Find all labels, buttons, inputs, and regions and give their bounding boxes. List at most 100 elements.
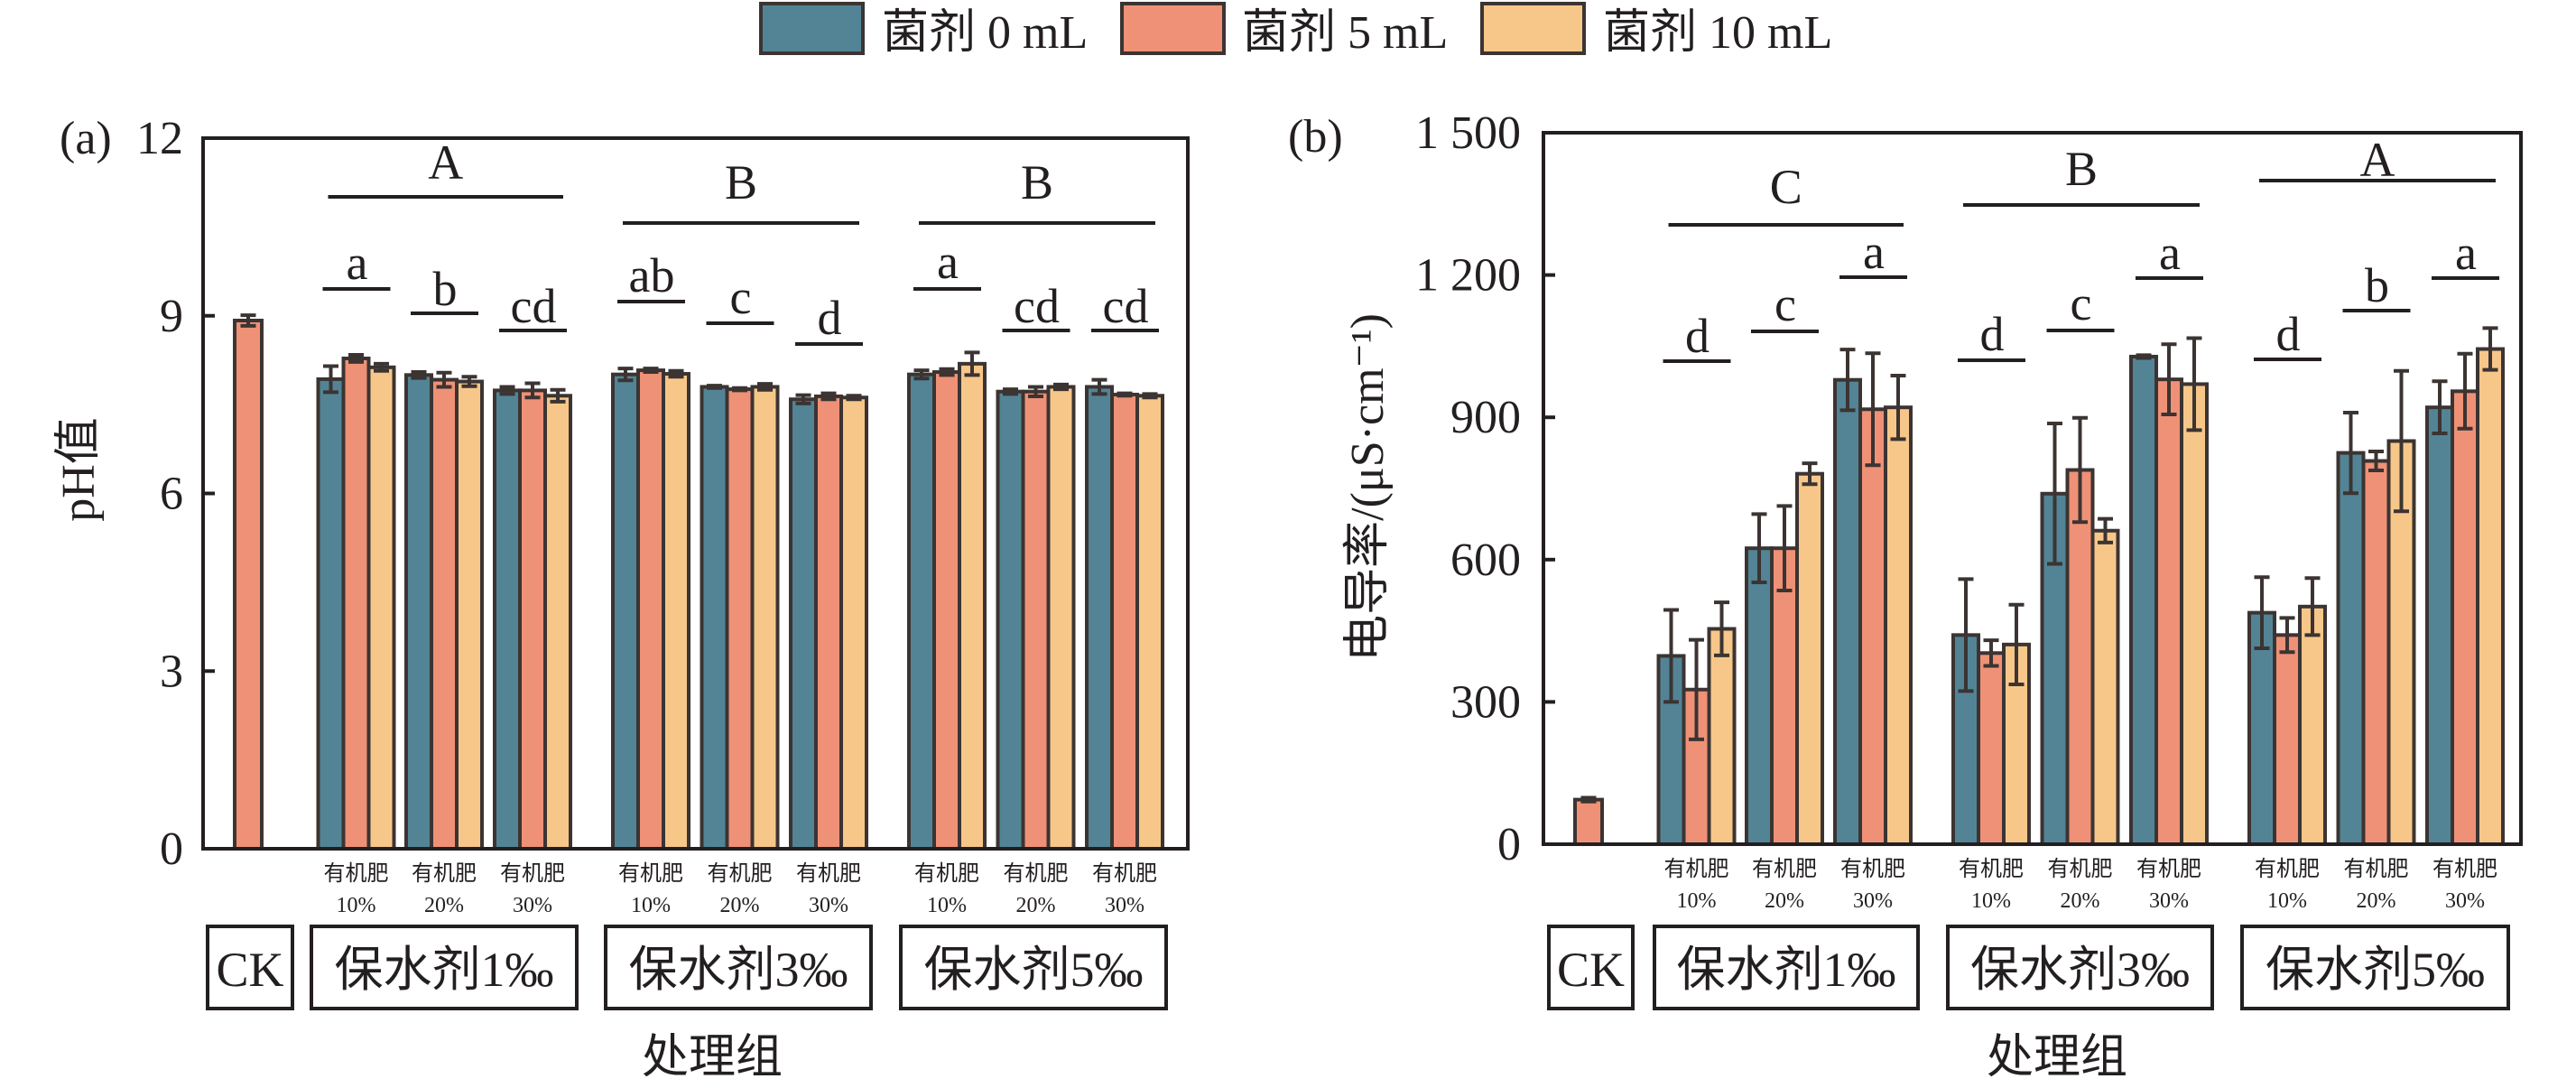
- group-box-frame: [1547, 925, 1635, 1010]
- group-box-label: 保水剂1‰: [335, 943, 554, 997]
- bar-series-1-category-8: [2451, 389, 2479, 846]
- x-tick-label-line1: 有机肥: [2255, 857, 2320, 881]
- error-bar-series-0-category-6: [2254, 575, 2270, 651]
- error-bar-series-1-category-1: [1776, 504, 1793, 592]
- error-bar-series-0-category-5: [2136, 353, 2152, 360]
- x-axis-title: 处理组: [642, 1032, 783, 1083]
- legend-swatch-10ml: [1480, 2, 1586, 55]
- significance-letter: cd: [1014, 279, 1060, 333]
- error-bar-series-2-category-5: [846, 394, 862, 402]
- x-tick-label-line1: 有机肥: [708, 861, 773, 886]
- group-box: CK: [206, 925, 294, 1010]
- error-bar-series-0-category-8: [1091, 377, 1107, 396]
- group-significance-letter: B: [725, 155, 757, 209]
- error-bar-series-1-category-7: [1028, 385, 1043, 398]
- error-bar-series-1-category-6: [2279, 616, 2295, 655]
- bar-series-1-category-3: [1977, 651, 2006, 846]
- error-bar-series-1-category-5: [2161, 342, 2177, 417]
- bar-series-1-category-0: [341, 356, 371, 851]
- bar-series-0-category-7: [2336, 451, 2366, 846]
- error-bar-series-0-category-3: [1958, 577, 1974, 693]
- group-box-frame: [206, 925, 294, 1010]
- bar-series-0-category-5: [789, 397, 818, 851]
- error-bar-series-2-category-6: [2304, 576, 2321, 637]
- error-bar-series-0-category-0: [1663, 608, 1679, 704]
- bar-series-0-category-1: [404, 373, 433, 851]
- group-significance-letter: B: [1021, 155, 1053, 209]
- group-box-label: CK: [216, 943, 283, 997]
- y-tick-label: 900: [1450, 392, 1521, 443]
- error-bar-series-0-category-5: [795, 393, 811, 405]
- bar-series-0-category-3: [611, 372, 640, 851]
- error-bar-series-0-category-6: [913, 368, 930, 381]
- legend-swatch-5ml: [1120, 2, 1226, 55]
- y-tick-label: 1 200: [1415, 250, 1521, 302]
- bar-series-2-category-7: [1046, 385, 1076, 851]
- error-bar-series-0-category-2: [1839, 348, 1856, 413]
- group-box-frame: [1946, 925, 2214, 1010]
- group-box: 保水剂3‰: [604, 925, 873, 1010]
- bar-ck: [1573, 797, 1604, 846]
- group-box-label: 保水剂1‰: [1677, 943, 1896, 997]
- significance-letter: b: [2365, 258, 2389, 312]
- error-bar-series-0-category-8: [2432, 379, 2448, 436]
- x-tick-label-line1: 有机肥: [1092, 861, 1157, 886]
- y-axis-title: pH值: [53, 417, 105, 522]
- bar-series-2-category-1: [1795, 471, 1824, 846]
- bar-series-2-category-4: [750, 385, 780, 851]
- error-bar-series-1-category-3: [1983, 638, 1999, 668]
- significance-letter: c: [2071, 276, 2092, 330]
- error-bar-series-1-category-2: [524, 381, 541, 400]
- bar-series-0-category-6: [907, 372, 936, 851]
- x-tick-label-line2: 30%: [1853, 889, 1893, 913]
- error-bar-series-2-category-3: [668, 368, 684, 379]
- group-significance-letter: A: [428, 135, 463, 190]
- bar-series-0-category-8: [1085, 385, 1114, 851]
- legend-swatch-0ml: [759, 2, 865, 55]
- bar-series-1-category-6: [2273, 633, 2302, 846]
- error-bar-series-0-category-7: [2343, 410, 2358, 496]
- bar-series-1-category-1: [430, 377, 459, 851]
- x-tick-label-line2: 20%: [424, 894, 464, 917]
- x-tick-label-line1: 有机肥: [1004, 861, 1069, 886]
- x-tick-label-line2: 30%: [513, 894, 552, 917]
- y-axis-title: 电导率/(μS·cm⁻¹): [1342, 313, 1394, 662]
- x-tick-label-line2: 20%: [1016, 894, 1056, 917]
- error-bar-series-2-category-3: [2008, 602, 2025, 686]
- error-bar-series-0-category-4: [707, 384, 722, 390]
- x-tick-label-line2: 30%: [1105, 894, 1144, 917]
- group-box: 保水剂1‰: [1653, 925, 1920, 1010]
- y-tick-label: 300: [1450, 676, 1521, 728]
- bar-series-0-category-2: [493, 388, 522, 851]
- x-tick-label-line2: 30%: [2149, 889, 2189, 913]
- x-tick-label-line1: 有机肥: [2344, 857, 2409, 881]
- x-axis-title: 处理组: [1987, 1032, 2127, 1083]
- error-bar-series-0-category-7: [1003, 387, 1018, 396]
- bar-series-1-category-5: [2154, 377, 2183, 846]
- x-tick-label-line2: 20%: [2357, 889, 2396, 913]
- group-box: 保水剂1‰: [310, 925, 579, 1010]
- error-bar-series-2-category-7: [1053, 382, 1069, 392]
- x-tick-label-line1: 有机肥: [1664, 857, 1729, 881]
- plot-frame: [1542, 131, 2523, 846]
- x-tick-label-line2: 10%: [337, 894, 376, 917]
- bar-series-1-category-3: [636, 368, 665, 851]
- y-tick-label: 6: [160, 469, 183, 520]
- group-box-frame: [1653, 925, 1920, 1010]
- error-bar-series-1-category-3: [643, 367, 659, 375]
- bar-series-0-category-4: [700, 385, 729, 851]
- bar-series-0-category-1: [1745, 546, 1774, 847]
- error-bar-series-0-category-1: [411, 370, 427, 380]
- group-box-frame: [899, 925, 1168, 1010]
- bar-series-2-category-5: [839, 395, 868, 851]
- error-bar-series-1-category-4: [2072, 415, 2088, 525]
- legend-item: 菌剂 5 mL: [1120, 2, 1448, 59]
- bar-series-2-category-2: [543, 394, 572, 851]
- bar-series-2-category-5: [2180, 382, 2209, 846]
- error-bar-series-0-category-4: [2047, 422, 2062, 566]
- group-significance-letter: C: [1770, 160, 1802, 214]
- bar-series-0-category-0: [316, 377, 346, 851]
- significance-letter: cd: [511, 279, 557, 333]
- x-tick-label-line1: 有机肥: [2048, 857, 2113, 881]
